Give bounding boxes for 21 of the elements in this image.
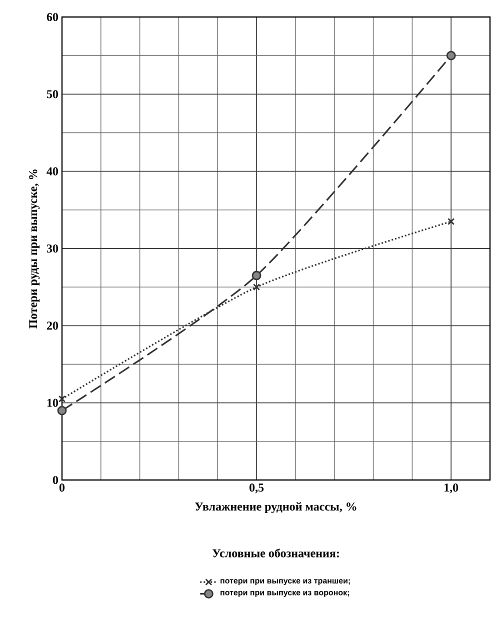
legend-title: Условные обозначения: <box>212 548 339 558</box>
x-tick-label: 0,5 <box>250 484 264 494</box>
legend-label: потери при выпуске из траншеи; <box>220 579 350 586</box>
legend-label: потери при выпуске из воронок; <box>220 590 349 597</box>
y-tick-label: 50 <box>46 90 58 98</box>
x-tick-label: 1,0 <box>444 484 458 494</box>
point <box>57 406 67 416</box>
point <box>58 395 66 402</box>
point <box>253 284 260 291</box>
y-tick-label: 40 <box>46 167 58 176</box>
y-axis-title: Потери руды при выпуске, % <box>29 169 40 328</box>
y-tick-label: 20 <box>46 322 58 330</box>
y-tick-label: 10 <box>47 398 58 407</box>
point <box>448 218 455 226</box>
x-axis-title: Увлажнение рудной массы, % <box>194 502 356 514</box>
point <box>446 50 456 60</box>
y-tick-label: 0 <box>52 476 58 484</box>
x-tick-label: 0 <box>59 484 65 492</box>
y-tick-label: 30 <box>46 244 58 253</box>
point <box>252 270 262 280</box>
y-tick-label: 60 <box>46 12 58 22</box>
